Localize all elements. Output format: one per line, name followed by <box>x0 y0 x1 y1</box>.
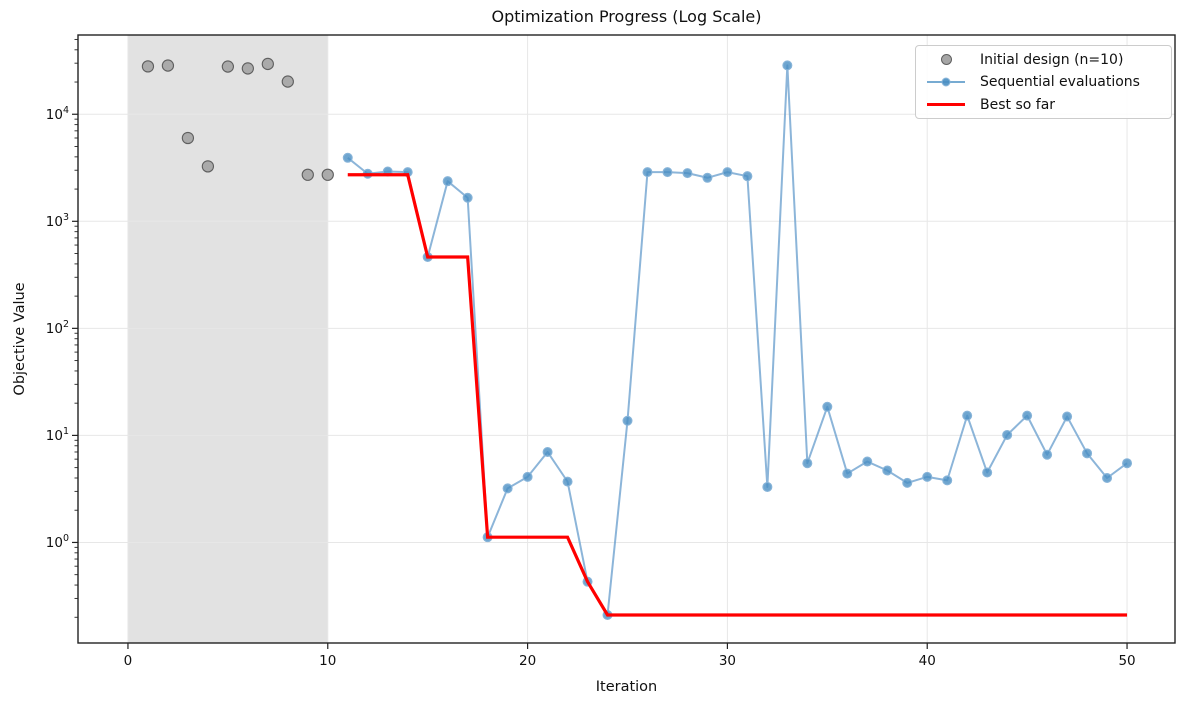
legend-item-sequential-evaluations: Sequential evaluations <box>924 71 1163 93</box>
x-axis-label: Iteration <box>595 679 658 695</box>
red-line-icon <box>924 102 968 107</box>
sequential-evaluation-point <box>562 476 573 487</box>
initial-design-region <box>127 35 328 643</box>
y-tick-label: 100 <box>46 533 69 551</box>
initial-design-point <box>241 62 254 75</box>
sequential-evaluation-point <box>542 446 553 457</box>
sequential-evaluation-point <box>1122 458 1133 469</box>
sequential-evaluation-point <box>902 477 913 488</box>
sequential-evaluations-line <box>347 64 1128 617</box>
sequential-evaluation-point <box>682 168 693 179</box>
sequential-evaluation-point <box>922 471 933 482</box>
initial-design-point <box>301 168 314 181</box>
initial-design-point <box>261 57 274 71</box>
x-tick-label: 40 <box>919 653 936 669</box>
x-tick-label: 0 <box>124 653 133 669</box>
sequential-evaluation-point <box>722 167 733 178</box>
legend: Initial design (n=10) Sequential evaluat… <box>915 45 1172 119</box>
x-tick-label: 30 <box>719 653 736 669</box>
sequential-evaluation-point <box>1082 448 1093 459</box>
initial-design-point <box>281 75 294 88</box>
sequential-evaluation-point <box>982 467 993 478</box>
sequential-evaluation-point <box>442 176 453 187</box>
legend-item-initial-design: Initial design (n=10) <box>924 49 1163 71</box>
y-tick-label: 102 <box>46 319 69 337</box>
sequential-evaluation-point <box>842 468 853 479</box>
y-tick-label: 103 <box>46 212 69 230</box>
legend-label: Initial design (n=10) <box>980 51 1124 68</box>
sequential-evaluation-point <box>342 152 353 163</box>
sequential-evaluation-point <box>702 172 713 183</box>
y-tick-label: 104 <box>46 105 69 123</box>
sequential-evaluation-point <box>622 415 633 426</box>
sequential-evaluation-point <box>1042 449 1053 460</box>
sequential-evaluation-point <box>802 458 813 469</box>
axes-frame <box>77 34 1176 644</box>
sequential-evaluation-point <box>522 471 533 482</box>
sequential-evaluation-point <box>822 401 833 412</box>
sequential-evaluation-point <box>742 171 753 182</box>
initial-design-point <box>181 131 195 145</box>
initial-design-point <box>141 60 155 73</box>
best-so-far-line <box>347 173 1128 617</box>
blue-line-marker-icon <box>924 77 968 87</box>
x-tick-label: 50 <box>1118 653 1135 669</box>
initial-design-point <box>321 168 334 181</box>
legend-label: Sequential evaluations <box>980 74 1140 90</box>
sequential-evaluation-point <box>1102 472 1113 483</box>
x-tick-label: 20 <box>519 653 536 669</box>
gray-scatter-marker-icon <box>924 54 968 65</box>
sequential-evaluation-point <box>762 481 773 492</box>
sequential-evaluation-point <box>1062 411 1073 422</box>
sequential-evaluation-point <box>502 483 513 494</box>
chart-title: Optimization Progress (Log Scale) <box>491 7 762 26</box>
sequential-evaluation-point <box>862 456 873 467</box>
legend-item-best-so-far: Best so far <box>924 94 1163 116</box>
x-tick-label: 10 <box>319 653 336 669</box>
sequential-evaluation-point <box>662 167 673 178</box>
sequential-evaluation-point <box>642 167 653 178</box>
sequential-evaluation-point <box>882 465 893 476</box>
initial-design-point <box>161 59 175 72</box>
sequential-evaluation-point <box>962 410 973 421</box>
sequential-evaluation-point <box>942 475 953 486</box>
initial-design-point <box>221 60 235 73</box>
y-tick-label: 101 <box>46 426 69 444</box>
legend-label: Best so far <box>980 96 1056 113</box>
initial-design-point <box>201 160 215 173</box>
sequential-evaluation-point <box>1022 410 1033 421</box>
sequential-evaluation-point <box>1002 429 1013 440</box>
sequential-evaluation-point <box>782 60 793 71</box>
sequential-evaluation-point <box>462 192 473 203</box>
